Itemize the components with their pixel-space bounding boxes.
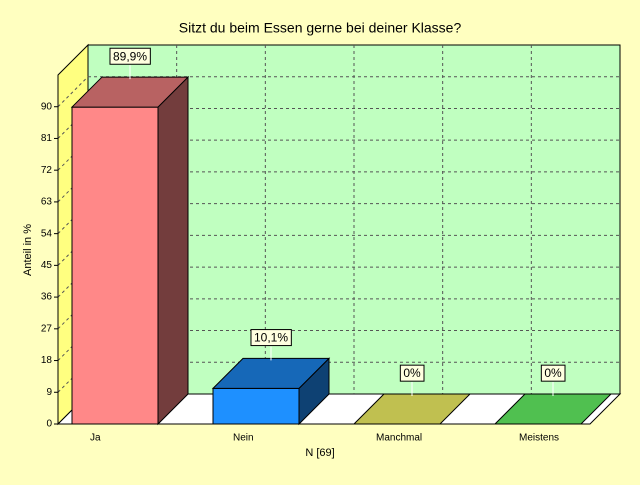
bar	[493, 393, 613, 425]
grid-line	[57, 171, 89, 203]
y-tick-label: 9	[46, 387, 52, 398]
y-tick-label: 81	[41, 133, 53, 144]
bar-top	[70, 76, 190, 108]
grid-line	[57, 361, 89, 393]
grid-line	[57, 203, 89, 234]
value-label: 10,1%	[254, 331, 288, 345]
grid-line	[57, 266, 89, 298]
bar-top	[352, 393, 472, 425]
bar	[352, 393, 472, 425]
x-tick-label: Meistens	[519, 433, 559, 444]
chart-title: Sitzt du beim Essen gerne bei deiner Kla…	[179, 20, 462, 36]
x-tick-label: Ja	[90, 433, 101, 444]
bar-top	[211, 357, 331, 389]
bar-front	[71, 106, 159, 425]
x-tick-label: Nein	[233, 433, 254, 444]
x-axis-label: N [69]	[305, 447, 334, 459]
bar-front	[212, 387, 300, 425]
y-tick-label: 90	[41, 101, 53, 112]
value-label-box	[109, 47, 151, 65]
grid-line	[57, 235, 89, 266]
grid-line	[57, 298, 89, 330]
value-label-box	[540, 364, 566, 382]
value-label-box	[399, 364, 425, 382]
y-tick-label: 0	[46, 419, 52, 430]
y-tick-label: 54	[41, 228, 53, 239]
bar	[211, 357, 331, 426]
grid-line	[57, 108, 89, 139]
value-label-box	[250, 329, 292, 347]
y-tick-label: 45	[41, 260, 53, 271]
x-tick-label: Manchmal	[376, 433, 422, 444]
bar-side	[157, 75, 189, 426]
y-tick-label: 36	[41, 292, 53, 303]
bar-top	[493, 393, 613, 425]
y-tick-label: 18	[41, 355, 53, 366]
y-tick-label: 63	[41, 197, 53, 208]
grid-line	[57, 139, 89, 171]
value-label: 89,9%	[113, 49, 147, 63]
y-tick-label: 72	[41, 165, 53, 176]
value-label: 0%	[544, 366, 562, 380]
grid-line	[57, 330, 89, 361]
grid-line	[57, 76, 89, 108]
y-tick-label: 27	[41, 323, 53, 334]
bar	[70, 75, 190, 426]
value-label: 0%	[403, 366, 421, 380]
y-axis-label: Anteil in %	[22, 224, 34, 276]
